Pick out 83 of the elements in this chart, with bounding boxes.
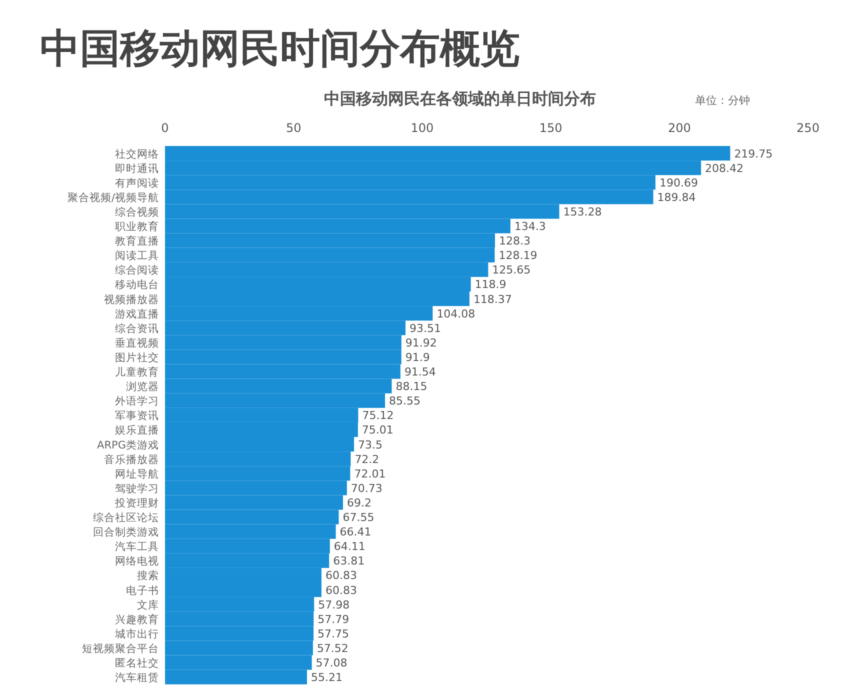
y-tick-label: 汽车租赁	[115, 671, 159, 684]
y-tick-label: 城市出行	[114, 627, 159, 640]
data-label: 219.75	[734, 147, 773, 160]
y-tick-label: 阅读工具	[115, 249, 159, 262]
y-tick-label: 游戏直播	[115, 307, 159, 320]
x-tick-label: 150	[539, 121, 562, 135]
y-tick-label: 网络电视	[115, 554, 159, 568]
y-tick-label: 教育直播	[115, 234, 159, 248]
y-tick-label: 搜索	[137, 569, 159, 582]
data-label: 63.81	[333, 554, 365, 568]
x-tick-label: 0	[161, 121, 169, 135]
y-tick-label: 儿童教育	[115, 366, 159, 379]
chart-title: 中国移动网民时间分布概览	[40, 26, 520, 72]
data-label: 118.9	[474, 278, 506, 292]
data-label: 60.83	[325, 584, 357, 597]
data-label: 125.65	[492, 264, 531, 277]
data-label: 91.92	[405, 336, 437, 350]
y-tick-label: 视频播放器	[104, 292, 159, 306]
y-tick-label: 社交网络	[115, 147, 159, 160]
data-label: 66.41	[340, 526, 372, 539]
y-tick-label: 综合阅读	[115, 264, 159, 277]
y-tick-label: 军事资讯	[115, 409, 159, 422]
data-label: 57.75	[318, 627, 350, 640]
y-tick-label: ARPG类游戏	[97, 438, 159, 452]
data-label: 134.3	[514, 220, 546, 234]
data-label: 64.11	[334, 540, 366, 554]
text: 单位：分钟	[695, 94, 750, 107]
y-tick-label: 有声阅读	[115, 176, 159, 190]
data-label: 128.3	[498, 234, 530, 248]
data-label: 69.2	[346, 496, 372, 510]
y-tick-label: 综合资讯	[115, 322, 159, 335]
data-label: 93.51	[410, 322, 442, 335]
data-label: 91.54	[404, 366, 436, 379]
y-tick-label: 移动电台	[115, 278, 159, 292]
data-label: 67.55	[342, 511, 374, 524]
data-label: 88.15	[396, 380, 428, 394]
data-label: 57.08	[316, 656, 348, 670]
y-tick-label: 外语学习	[115, 396, 159, 408]
y-tick-label: 回合制类游戏	[93, 526, 159, 539]
data-label: 153.28	[563, 205, 602, 218]
x-tick-label: 200	[668, 121, 691, 135]
x-tick-label: 100	[410, 121, 434, 135]
y-tick-label: 职业教育	[115, 220, 159, 234]
y-tick-label: 综合社区论坛	[93, 511, 159, 524]
y-tick-label: 图片社交	[115, 350, 159, 364]
y-tick-label: 聚合视频/视频导航	[67, 190, 159, 204]
data-label: 75.01	[362, 424, 394, 437]
y-tick-label: 网址导航	[115, 467, 159, 480]
data-label: 57.98	[318, 598, 350, 612]
x-tick-label: 50	[286, 121, 302, 135]
y-tick-label: 综合视频	[115, 205, 159, 218]
data-label: 208.42	[705, 162, 744, 175]
y-tick-label: 垂直视频	[115, 336, 159, 350]
y-tick-label: 兴趣教育	[115, 612, 159, 626]
data-label: 55.21	[311, 671, 342, 684]
y-tick-label: 短视频聚合平台	[82, 642, 159, 655]
y-tick-label: 驾驶学习	[115, 482, 159, 495]
data-label: 118.37	[473, 292, 512, 306]
y-tick-label: 文库	[137, 598, 159, 612]
data-label: 70.73	[350, 482, 382, 495]
data-label: 57.52	[316, 642, 348, 655]
y-tick-label: 音乐播放器	[104, 452, 159, 466]
y-tick-label: 汽车工具	[115, 540, 159, 554]
data-label: 91.9	[405, 350, 430, 364]
y-tick-label: 娱乐直播	[115, 424, 159, 437]
data-label: 190.69	[659, 176, 698, 190]
x-tick-label: 250	[796, 121, 820, 135]
data-label: 128.19	[498, 249, 538, 262]
data-label: 85.55	[389, 394, 421, 408]
y-tick-label: 投资理财	[114, 496, 159, 510]
data-label: 189.84	[657, 190, 696, 204]
data-label: 75.12	[362, 409, 394, 422]
data-label: 57.79	[318, 612, 350, 626]
y-tick-label: 匿名社交	[115, 656, 159, 670]
data-label: 73.5	[358, 438, 383, 452]
data-label: 72.2	[354, 452, 380, 466]
chart-subtitle: 中国移动网民在各领域的单日时间分布	[324, 89, 596, 108]
data-label: 60.83	[325, 569, 357, 582]
y-tick-label: 浏览器	[126, 380, 159, 394]
y-tick-label: 电子书	[126, 584, 159, 597]
data-label: 104.08	[436, 307, 476, 320]
data-label: 72.01	[354, 467, 386, 480]
y-tick-label: 即时通讯	[115, 162, 159, 175]
